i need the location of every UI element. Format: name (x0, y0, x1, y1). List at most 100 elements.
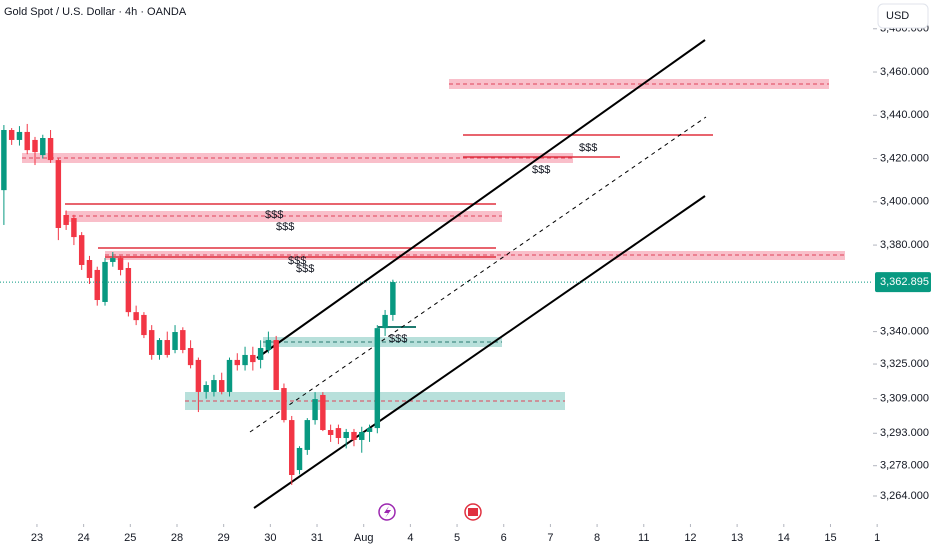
x-tick-label: 8 (594, 532, 600, 544)
candle-body (390, 282, 396, 315)
candle-body (71, 218, 77, 238)
currency-label: USD (886, 10, 909, 22)
chart-title: Gold Spot / U.S. Dollar · 4h · OANDA (4, 6, 187, 18)
candle-body (211, 380, 217, 392)
candle-body (265, 340, 272, 350)
candle-body (382, 314, 388, 329)
annotation: $$$ (579, 142, 597, 154)
candle-body (47, 138, 54, 161)
candle-body (226, 359, 233, 392)
x-tick-label: 30 (264, 532, 276, 544)
candle-body (195, 359, 202, 392)
candle-body (24, 131, 30, 151)
candle-body (156, 340, 163, 355)
y-tick-label: 3,293.000 (880, 427, 929, 439)
x-tick-label: Aug (354, 532, 374, 544)
candle-body (289, 420, 295, 476)
x-tick-label: 29 (218, 532, 230, 544)
candle-body (8, 130, 15, 140)
price-axis: 3,480.0003,460.0003,440.0003,420.0003,40… (873, 23, 929, 502)
y-tick-label: 3,440.000 (880, 109, 929, 121)
candle-body (304, 420, 311, 450)
annotation: $$$ (276, 221, 294, 233)
x-tick-label: 15 (824, 532, 836, 544)
candle-body (172, 332, 178, 350)
last-price-badge (875, 272, 931, 293)
candle-body (40, 138, 46, 156)
candle-body (63, 215, 69, 225)
candle-body (234, 359, 241, 366)
x-tick-label: 25 (124, 532, 136, 544)
candles (1, 123, 396, 485)
candle-body (32, 139, 38, 153)
x-tick-label: 11 (638, 532, 649, 544)
candle-body (273, 340, 279, 390)
supply-zone (105, 251, 845, 260)
y-tick-label: 3,278.000 (880, 460, 929, 472)
candle-body (141, 314, 147, 336)
candle-body (180, 330, 186, 350)
candle-body (86, 260, 93, 278)
candle-body (187, 348, 194, 366)
candle-body (218, 380, 225, 392)
annotation: $$$ (296, 263, 314, 275)
candle-body (1, 130, 7, 191)
x-tick-label: 14 (778, 532, 790, 544)
candle-body (366, 428, 373, 432)
candle-body (125, 268, 132, 313)
candle-body (250, 354, 256, 363)
candle-body (203, 385, 209, 392)
y-tick-label: 3,325.000 (880, 358, 929, 370)
channel-line (253, 195, 706, 509)
candle-body (257, 348, 264, 360)
annotation: $$$ (288, 255, 306, 267)
candle-body (242, 354, 248, 366)
x-tick-label: 28 (171, 532, 183, 544)
candle-body (55, 160, 62, 228)
y-tick-label: 3,380.000 (880, 239, 929, 251)
candle-body (351, 431, 357, 440)
y-tick-label: 3,340.000 (880, 326, 929, 338)
annotations: $$$ $$$ $$$ $$$ $$$ $$$ $$$ (265, 142, 597, 345)
plot (22, 39, 845, 509)
candle-body (281, 388, 287, 421)
candle-body (78, 235, 85, 265)
x-tick-label: 6 (501, 532, 507, 544)
y-tick-label: 3,400.000 (880, 196, 929, 208)
currency-button[interactable] (877, 3, 929, 29)
last-price-label: 3,362.895 (880, 276, 929, 288)
candle-body (343, 431, 349, 439)
x-tick-label: 23 (31, 532, 43, 544)
candle-body (312, 399, 318, 421)
y-tick-label: 3,264.000 (880, 490, 929, 502)
y-tick-label: 3,460.000 (880, 66, 929, 78)
x-tick-label: 24 (78, 532, 90, 544)
channel-line (256, 39, 706, 359)
candle-body (296, 447, 303, 471)
x-tick-label: 1 (874, 532, 880, 544)
x-tick-label: 7 (547, 532, 553, 544)
candle-body (133, 312, 139, 321)
candle-body (117, 258, 124, 270)
candle-body (94, 269, 100, 301)
annotation: $$$ (389, 333, 407, 345)
annotation: $$$ (532, 164, 550, 176)
candle-body (335, 428, 342, 439)
candle-body (359, 431, 365, 440)
event-icon-glyph (384, 506, 391, 518)
candle-body (374, 328, 381, 429)
candle-body (320, 394, 326, 431)
x-tick-label: 12 (684, 532, 696, 544)
candle-body (164, 340, 170, 355)
time-axis: 23 24 25 28 29 30 31 Aug 4 5 6 7 8 11 12 13 14 15 1 (31, 524, 880, 544)
x-tick-label: 4 (407, 532, 413, 544)
x-tick-label: 13 (731, 532, 743, 544)
x-tick-label: 5 (454, 532, 460, 544)
candle-body (148, 330, 155, 355)
y-tick-label: 3,420.000 (880, 152, 929, 164)
annotation: $$$ (265, 209, 283, 221)
y-tick-label: 3,309.000 (880, 393, 929, 405)
